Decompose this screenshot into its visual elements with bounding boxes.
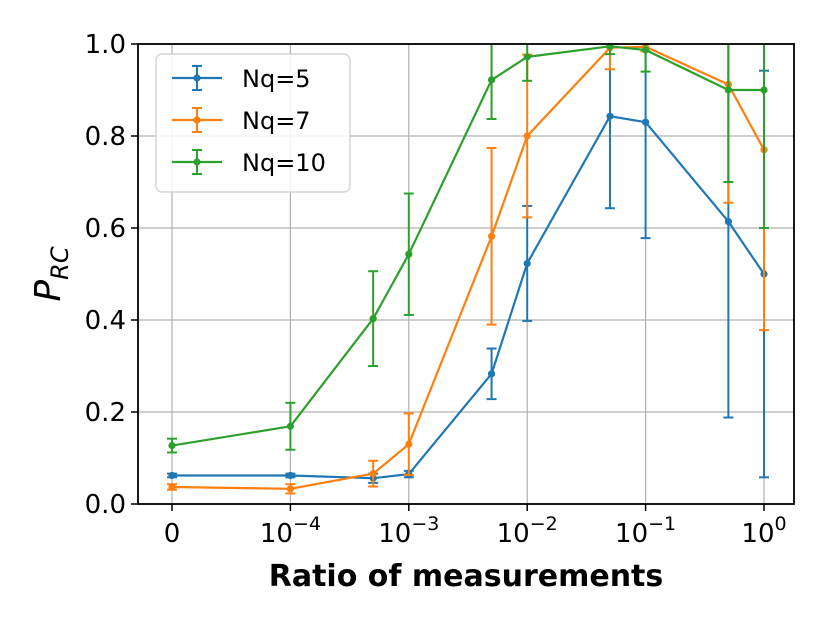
data-point [642, 118, 650, 126]
data-point [724, 86, 732, 94]
y-axis-label: PRC [28, 246, 74, 301]
data-point [487, 232, 496, 240]
data-point [369, 470, 377, 478]
legend-marker [193, 158, 201, 166]
data-point [523, 259, 531, 268]
data-point [168, 483, 176, 491]
data-point [405, 250, 413, 258]
y-tick-label: 0.2 [85, 398, 126, 428]
legend-box [155, 53, 351, 193]
data-point [606, 112, 614, 120]
data-point [487, 370, 496, 378]
svg-text:PRC: PRC [28, 246, 74, 301]
data-point [369, 315, 377, 323]
x-tick-label: 10−4 [260, 513, 321, 549]
legend-label: Nq=5 [242, 65, 311, 93]
data-point [168, 471, 176, 480]
y-axis-label-subscript: RC [46, 246, 74, 280]
data-point [523, 53, 531, 61]
legend-label: Nq=10 [242, 149, 326, 177]
y-axis-label-main: P [28, 280, 69, 302]
y-tick-label: 0.4 [85, 306, 126, 336]
x-axis-label: Ratio of measurements [269, 559, 664, 594]
y-tick-label: 0.8 [85, 122, 126, 152]
y-tick-label: 0.6 [85, 214, 126, 244]
legend-marker [193, 116, 201, 124]
data-point [606, 44, 614, 50]
x-tick-label: 10−3 [378, 513, 439, 549]
x-tick-label: 0 [164, 519, 181, 549]
data-point [286, 485, 294, 493]
data-point [642, 46, 650, 54]
series-line [171, 45, 764, 447]
legend-label: Nq=7 [242, 107, 311, 135]
data-series [167, 44, 769, 495]
data-point [405, 440, 413, 448]
data-point [724, 217, 732, 226]
series-line [172, 115, 765, 480]
series-line [171, 45, 765, 490]
x-tick-label: 10−1 [615, 513, 676, 549]
data-point [487, 76, 496, 84]
x-axis-ticks: 0 10−4 10−3 10−2 10−1 100 [164, 504, 787, 549]
data-point [168, 441, 176, 450]
x-tick-label: 10−2 [497, 513, 558, 549]
data-point [760, 86, 768, 94]
legend: Nq=5 Nq=7 Nq=10 [155, 53, 351, 193]
y-tick-label: 0.0 [85, 490, 126, 520]
x-tick-label: 100 [741, 513, 786, 549]
y-axis-ticks: 0.0 0.2 0.4 0.6 0.8 1.0 [85, 30, 138, 520]
plot-frame [137, 43, 795, 505]
data-point [286, 422, 294, 430]
data-point [286, 471, 294, 480]
legend-marker [193, 74, 201, 82]
y-tick-label: 1.0 [85, 30, 126, 60]
data-point [523, 132, 531, 140]
